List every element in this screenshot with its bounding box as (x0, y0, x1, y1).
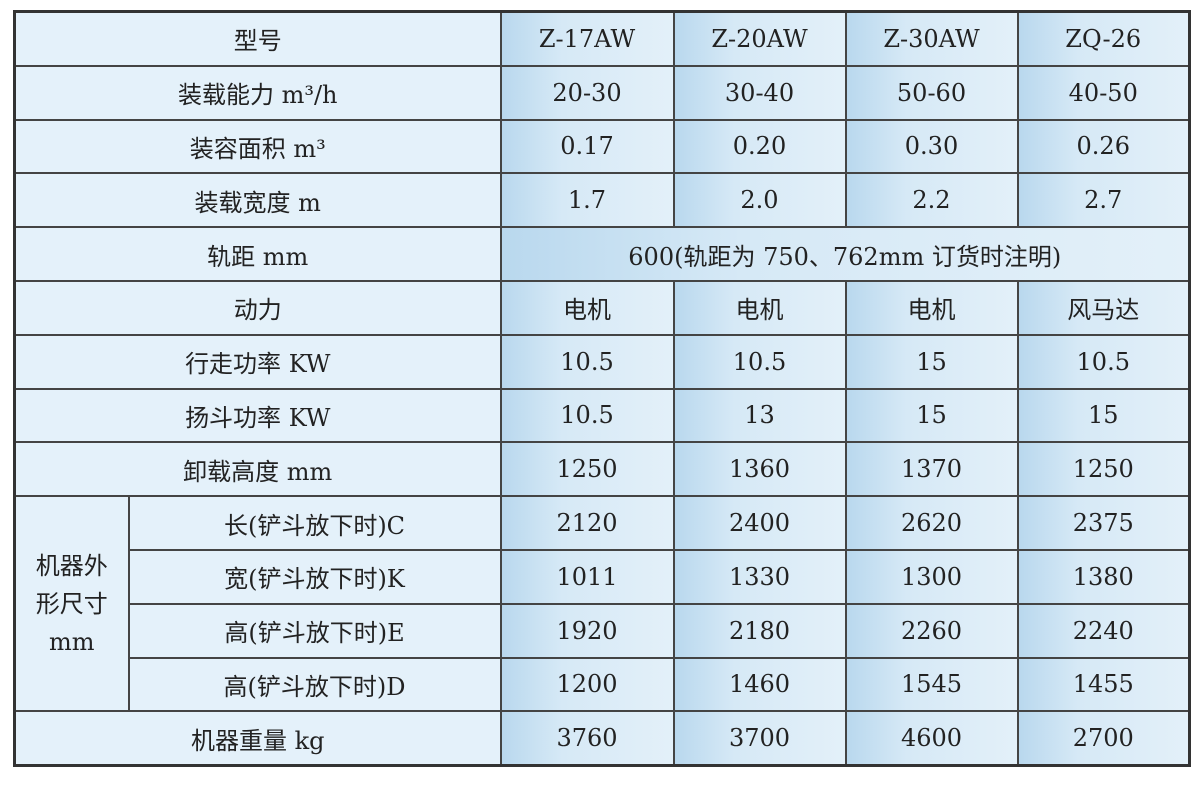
cell-value: 0.26 (1016, 118, 1191, 175)
table-row: 装容面积 m³ 0.17 0.20 0.30 0.26 (13, 118, 1191, 175)
table-row: 高(铲斗放下时)D 1200 1460 1545 1455 (15, 656, 1191, 713)
group-label-line: 机器外 (35, 551, 108, 580)
row-label: 装容面积 m³ (13, 118, 502, 175)
model-name: Z-30AW (844, 10, 1019, 67)
table-row: 机器重量 kg 3760 3700 4600 2700 (13, 710, 1191, 767)
cell-value: 2375 (1016, 495, 1191, 551)
cell-value: 1330 (672, 548, 847, 605)
dimension-group-label: 机器外形尺寸 mm (13, 495, 130, 713)
table-row: 卸载高度 mm 1250 1360 1370 1250 (13, 441, 1191, 498)
cell-value: 15 (844, 333, 1019, 390)
model-header: 型号 (13, 10, 502, 67)
cell-value: 10.5 (499, 387, 675, 444)
cell-value: 2260 (844, 602, 1019, 659)
cell-value: 10.5 (499, 333, 675, 390)
cell-value: 0.17 (499, 118, 675, 175)
header-row: 型号 Z-17AW Z-20AW Z-30AW ZQ-26 (13, 10, 1191, 67)
row-label: 装载宽度 m (13, 172, 502, 229)
row-label: 宽(铲斗放下时)K (127, 548, 502, 605)
cell-value: 20-30 (499, 64, 675, 121)
table-row: 动力 电机 电机 电机 风马达 (13, 279, 1191, 336)
table-row: 机器外形尺寸 mm 长(铲斗放下时)C 2120 2400 2620 2375 (13, 495, 1191, 713)
cell-value: 1.7 (499, 172, 675, 229)
row-label: 卸载高度 mm (13, 441, 502, 498)
table-row: 扬斗功率 KW 10.5 13 15 15 (13, 387, 1191, 444)
row-label: 动力 (13, 279, 502, 336)
cell-value: 4600 (844, 710, 1019, 767)
cell-value: 1360 (672, 441, 847, 498)
row-label: 高(铲斗放下时)E (127, 602, 502, 659)
cell-value: 10.5 (1016, 333, 1191, 390)
cell-value: 2620 (844, 495, 1019, 551)
cell-value: 1200 (499, 656, 675, 713)
cell-value: 电机 (672, 279, 847, 336)
group-label-line: 形尺寸 (35, 589, 108, 618)
cell-value: 2700 (1016, 710, 1191, 767)
cell-value: 0.30 (844, 118, 1019, 175)
cell-value: 1250 (1016, 441, 1191, 498)
table-row: 装载能力 m³/h 20-30 30-40 50-60 40-50 (13, 64, 1191, 121)
row-label: 装载能力 m³/h (13, 64, 502, 121)
cell-value: 1300 (844, 548, 1019, 605)
row-label: 扬斗功率 KW (13, 387, 502, 444)
cell-value: 2120 (499, 495, 675, 551)
cell-value: 电机 (499, 279, 675, 336)
row-label: 行走功率 KW (13, 333, 502, 390)
model-name: Z-20AW (672, 10, 847, 67)
cell-value: 1370 (844, 441, 1019, 498)
cell-value: 3760 (499, 710, 675, 767)
table-row: 装载宽度 m 1.7 2.0 2.2 2.7 (13, 172, 1191, 229)
cell-value: 1920 (499, 602, 675, 659)
cell-value: 30-40 (672, 64, 847, 121)
cell-value: 2240 (1016, 602, 1191, 659)
group-label-line: mm (48, 627, 95, 656)
cell-value: 10.5 (672, 333, 847, 390)
cell-value: 2.7 (1016, 172, 1191, 229)
cell-value: 电机 (844, 279, 1019, 336)
cell-value: 50-60 (844, 64, 1019, 121)
cell-value: 1455 (1016, 656, 1191, 713)
cell-value: 15 (1016, 387, 1191, 444)
table-row: 行走功率 KW 10.5 10.5 15 10.5 (13, 333, 1191, 390)
table-row: 轨距 mm 600(轨距为 750、762mm 订货时注明) (13, 226, 1191, 282)
row-label: 轨距 mm (13, 226, 502, 282)
cell-value: 15 (844, 387, 1019, 444)
gauge-value: 600(轨距为 750、762mm 订货时注明) (499, 226, 1191, 282)
cell-value: 2180 (672, 602, 847, 659)
spec-table: 型号 Z-17AW Z-20AW Z-30AW ZQ-26 装载能力 m³/h 2… (13, 10, 1191, 768)
row-label: 高(铲斗放下时)D (127, 656, 502, 713)
table-row: 高(铲斗放下时)E 1920 2180 2260 2240 (15, 602, 1191, 659)
cell-value: 1545 (844, 656, 1019, 713)
cell-value: 风马达 (1016, 279, 1191, 336)
cell-value: 3700 (672, 710, 847, 767)
row-label: 机器重量 kg (13, 710, 502, 767)
cell-value: 1250 (499, 441, 675, 498)
cell-value: 0.20 (672, 118, 847, 175)
model-name: ZQ-26 (1016, 10, 1191, 67)
model-name: Z-17AW (499, 10, 675, 67)
row-label: 长(铲斗放下时)C (127, 495, 502, 551)
cell-value: 13 (672, 387, 847, 444)
cell-value: 1380 (1016, 548, 1191, 605)
cell-value: 2.0 (672, 172, 847, 229)
cell-value: 1011 (499, 548, 675, 605)
cell-value: 1460 (672, 656, 847, 713)
cell-value: 40-50 (1016, 64, 1191, 121)
cell-value: 2.2 (844, 172, 1019, 229)
cell-value: 2400 (672, 495, 847, 551)
table-row: 宽(铲斗放下时)K 1011 1330 1300 1380 (15, 548, 1191, 605)
